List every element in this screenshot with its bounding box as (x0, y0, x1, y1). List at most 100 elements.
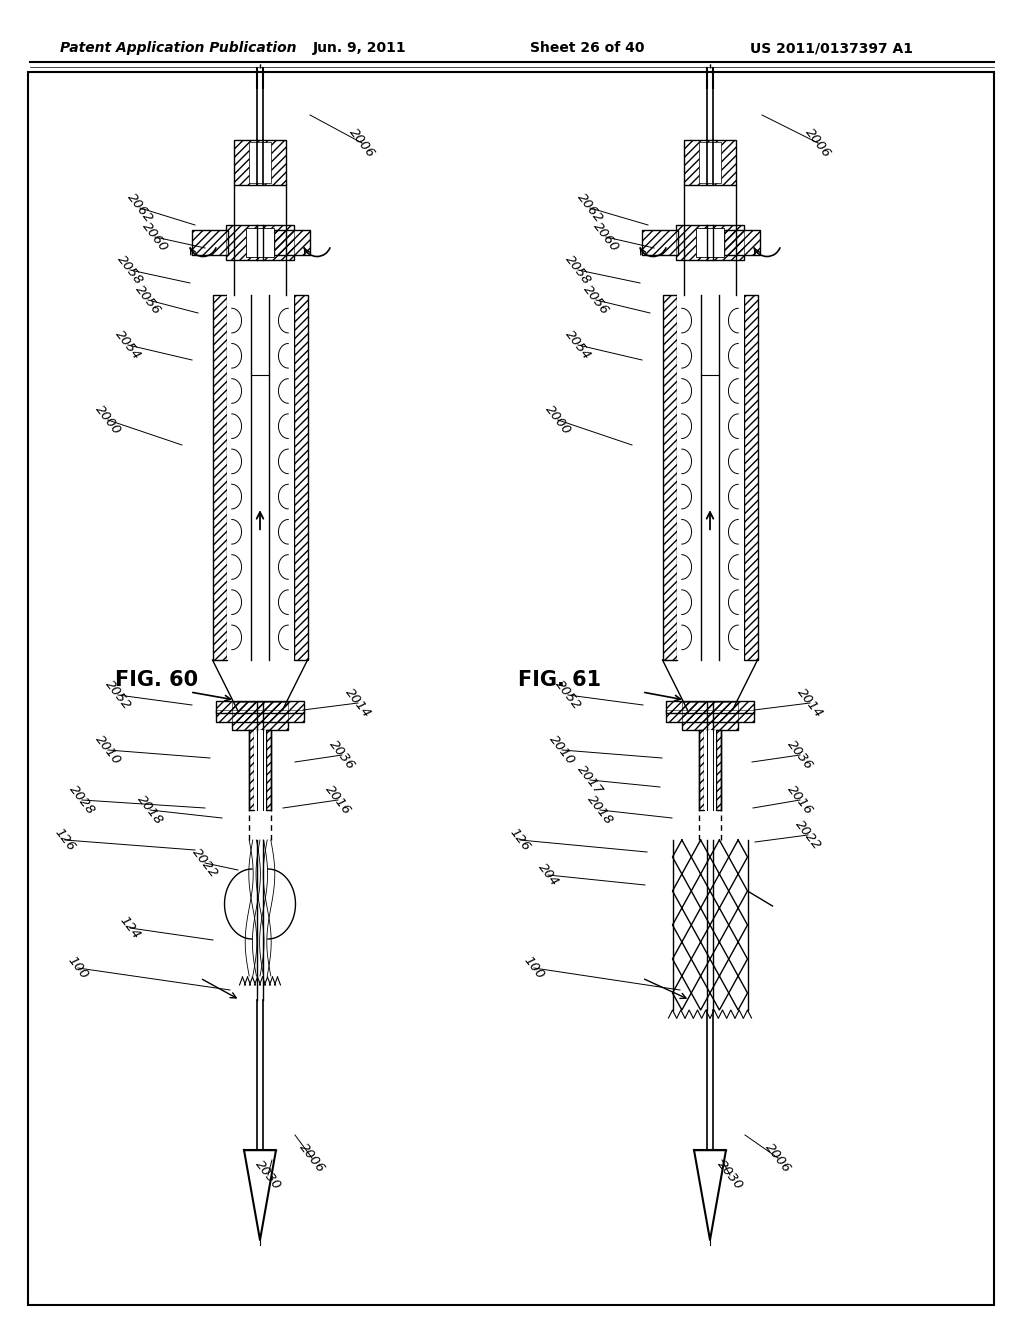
Bar (216, 701, 304, 713)
Bar (642, 230, 678, 255)
Bar (213, 294, 226, 660)
Text: Patent Application Publication: Patent Application Publication (60, 41, 297, 55)
Bar (274, 230, 310, 255)
Bar (663, 294, 677, 660)
Text: 100: 100 (521, 954, 547, 982)
Bar (266, 730, 271, 810)
Bar (677, 294, 743, 660)
Text: 2030: 2030 (715, 1158, 745, 1192)
Text: US 2011/0137397 A1: US 2011/0137397 A1 (750, 41, 913, 55)
Bar (249, 730, 254, 810)
Bar (682, 702, 738, 730)
Bar (642, 230, 678, 255)
Text: 2060: 2060 (139, 220, 170, 255)
Bar (724, 230, 760, 255)
Bar (684, 140, 736, 185)
Bar (294, 294, 307, 660)
Text: 2000: 2000 (92, 403, 124, 437)
Polygon shape (694, 1150, 726, 1239)
Bar (699, 730, 705, 810)
Bar (696, 228, 724, 257)
Text: 2052: 2052 (553, 677, 584, 713)
Text: 100: 100 (66, 954, 91, 982)
Text: 2014: 2014 (795, 686, 825, 721)
Bar (724, 230, 760, 255)
Text: 126: 126 (52, 826, 78, 854)
Text: 2052: 2052 (102, 677, 133, 713)
Bar (274, 230, 310, 255)
Bar (216, 710, 304, 722)
Bar (216, 710, 304, 722)
Bar (684, 140, 736, 185)
Text: Sheet 26 of 40: Sheet 26 of 40 (530, 41, 644, 55)
Text: 2058: 2058 (562, 253, 594, 288)
Bar (213, 294, 226, 660)
Text: 2006: 2006 (763, 1140, 794, 1175)
Text: 2056: 2056 (132, 282, 164, 317)
Text: 2016: 2016 (784, 783, 815, 817)
Text: 2006: 2006 (803, 125, 834, 160)
Bar (232, 702, 288, 730)
Bar (234, 140, 286, 185)
Text: 2016: 2016 (323, 783, 353, 817)
Bar (682, 702, 738, 730)
Bar (666, 710, 754, 722)
Bar (699, 143, 721, 183)
Bar (666, 710, 754, 722)
Text: 2017: 2017 (574, 763, 605, 797)
Bar (249, 730, 254, 810)
Bar (676, 224, 744, 260)
Text: Jun. 9, 2011: Jun. 9, 2011 (313, 41, 407, 55)
Bar (226, 224, 294, 260)
Text: 2062: 2062 (125, 191, 156, 226)
Bar (666, 701, 754, 713)
Text: 2022: 2022 (793, 818, 823, 853)
Text: 2030: 2030 (253, 1158, 284, 1192)
Bar (193, 230, 228, 255)
Bar (216, 701, 304, 713)
Bar (705, 730, 716, 810)
Bar (294, 294, 307, 660)
Text: 2006: 2006 (346, 125, 378, 160)
Text: 2010: 2010 (92, 733, 124, 767)
Bar (699, 730, 705, 810)
Bar (676, 224, 744, 260)
Bar (743, 294, 758, 660)
Bar (716, 730, 721, 810)
Bar (234, 140, 286, 185)
Bar (249, 143, 271, 183)
Text: 2054: 2054 (562, 327, 594, 362)
Text: 2018: 2018 (134, 793, 166, 828)
Bar (246, 228, 274, 257)
Text: 126: 126 (507, 826, 532, 854)
Bar (193, 230, 228, 255)
Text: 2056: 2056 (581, 282, 611, 317)
Text: 204: 204 (536, 861, 561, 888)
Text: 2054: 2054 (113, 327, 143, 362)
Text: 2022: 2022 (189, 846, 220, 880)
Bar (232, 702, 288, 730)
Text: 2006: 2006 (297, 1140, 328, 1175)
Text: 2036: 2036 (327, 738, 357, 772)
Text: 2036: 2036 (784, 738, 815, 772)
Text: 2028: 2028 (67, 783, 97, 817)
Bar (254, 730, 266, 810)
Text: 2018: 2018 (585, 793, 615, 828)
Text: 2058: 2058 (115, 253, 145, 288)
Bar (743, 294, 758, 660)
Bar (666, 701, 754, 713)
Polygon shape (244, 1150, 276, 1239)
Text: 124: 124 (117, 913, 143, 942)
Text: 2014: 2014 (343, 686, 374, 721)
Bar (266, 730, 271, 810)
Text: 2000: 2000 (543, 403, 573, 437)
Bar (226, 224, 294, 260)
Text: 2060: 2060 (591, 220, 622, 255)
Text: 2010: 2010 (547, 733, 578, 767)
Text: FIG. 61: FIG. 61 (518, 671, 601, 690)
Text: FIG. 60: FIG. 60 (115, 671, 198, 690)
Bar (226, 294, 294, 660)
Text: 2062: 2062 (574, 191, 605, 226)
Bar (716, 730, 721, 810)
Bar (663, 294, 677, 660)
